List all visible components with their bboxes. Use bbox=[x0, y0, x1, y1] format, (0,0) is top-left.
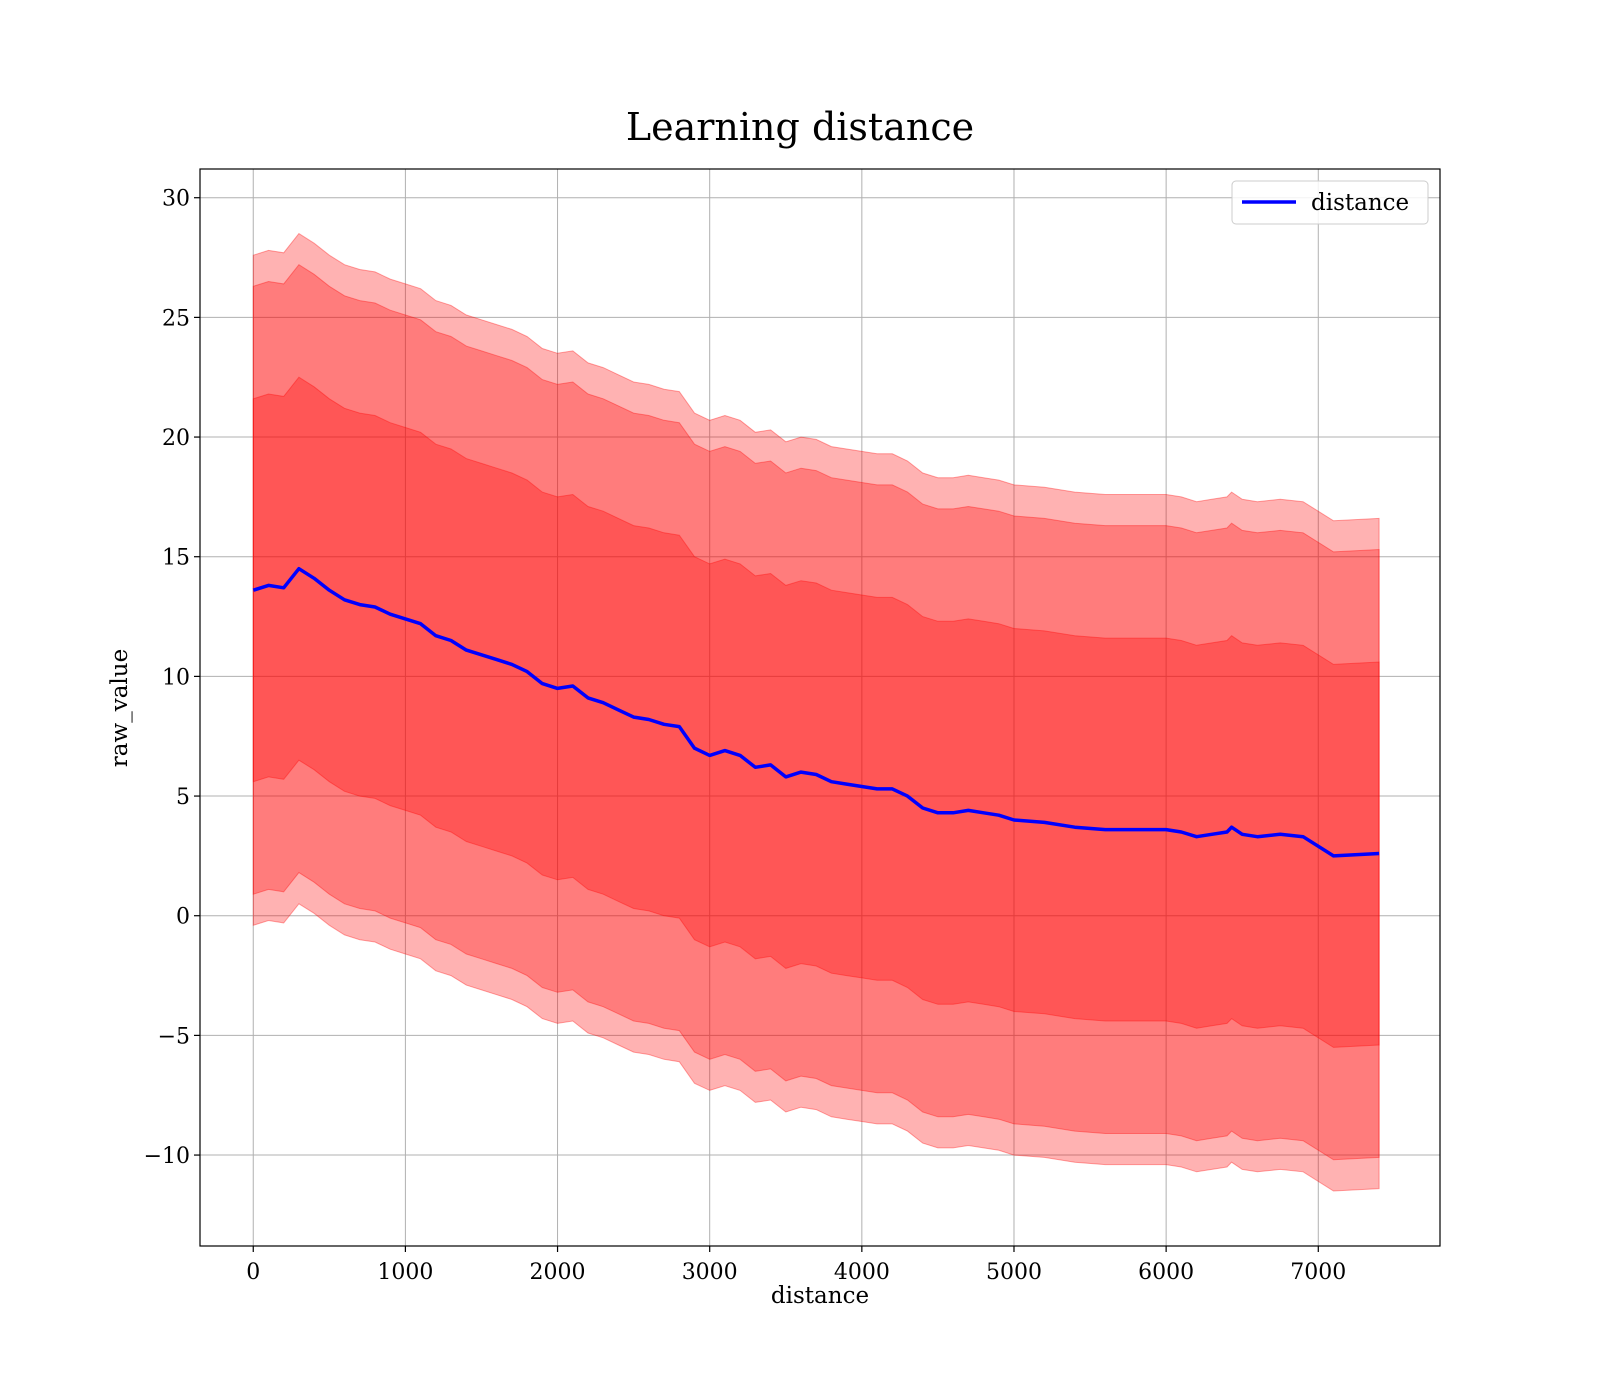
y-tick-label: 0 bbox=[176, 905, 190, 930]
x-tick-label: 2000 bbox=[530, 1260, 586, 1285]
y-tick-label: 15 bbox=[162, 546, 190, 571]
chart-title: Learning distance bbox=[626, 105, 974, 149]
band-1.6x bbox=[252, 264, 1380, 1161]
x-tick-label: 5000 bbox=[986, 1260, 1042, 1285]
x-tick-label: 1000 bbox=[377, 1260, 433, 1285]
x-axis-label: distance bbox=[771, 1283, 869, 1309]
x-tick-label: 7000 bbox=[1290, 1260, 1346, 1285]
y-tick-label: 25 bbox=[162, 306, 190, 331]
tick-layer: 0 1000 2000 3000 4000 5000 6000 7000 −10 −5 0 5 10 15… bbox=[144, 187, 1347, 1285]
y-tick-label: 30 bbox=[162, 187, 190, 212]
legend-label-distance: distance bbox=[1311, 190, 1409, 216]
line-layer bbox=[252, 566, 1380, 858]
y-tick-label: 5 bbox=[176, 785, 190, 810]
y-tick-label: 10 bbox=[162, 665, 190, 690]
x-tick-label: 3000 bbox=[682, 1260, 738, 1285]
band-1.75x bbox=[252, 232, 1380, 1192]
x-tick-label: 4000 bbox=[834, 1260, 890, 1285]
band-1x bbox=[252, 376, 1380, 1048]
y-axis-label: raw_value bbox=[107, 649, 133, 767]
x-tick-label: 6000 bbox=[1138, 1260, 1194, 1285]
y-tick-label: −10 bbox=[144, 1144, 190, 1169]
series-line-distance bbox=[252, 566, 1380, 858]
plot-frame bbox=[199, 168, 1441, 1247]
band-layer bbox=[252, 232, 1380, 1192]
y-tick-label: −5 bbox=[158, 1024, 190, 1049]
grid-layer bbox=[200, 169, 1440, 1246]
x-tick-label: 0 bbox=[246, 1260, 260, 1285]
legend-box bbox=[1231, 180, 1429, 225]
y-tick-label: 20 bbox=[162, 426, 190, 451]
legend: distance bbox=[1231, 180, 1429, 225]
